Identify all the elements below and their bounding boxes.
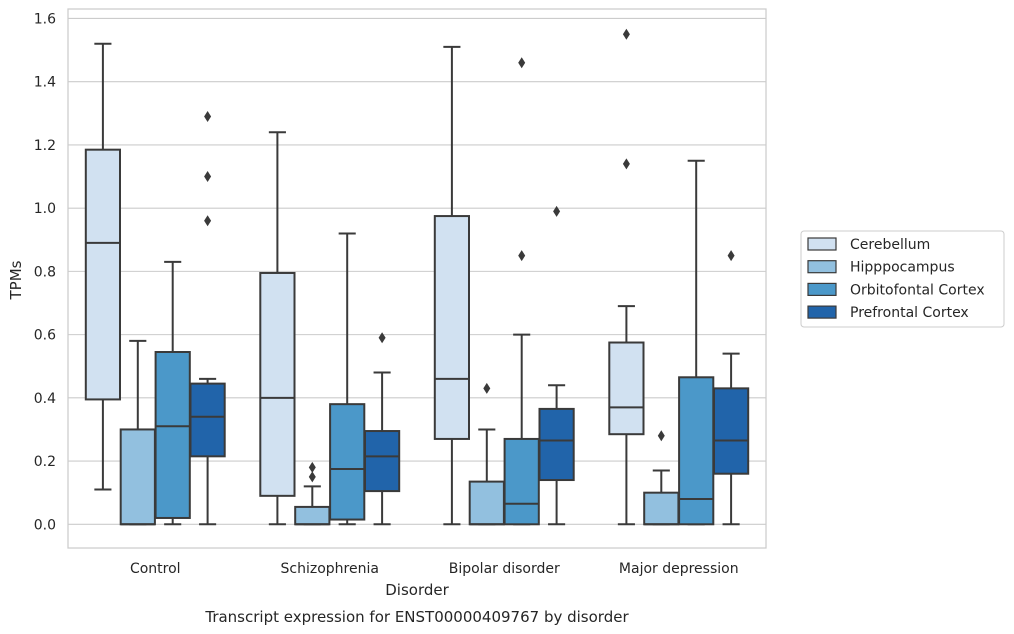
outlier-point — [308, 471, 316, 483]
y-tick-label: 0.0 — [34, 517, 56, 533]
box-0-1 — [119, 339, 156, 526]
legend-swatch — [807, 282, 837, 296]
legend-label: Orbitofontal Cortex — [850, 282, 985, 298]
x-tick-label: Major depression — [619, 561, 739, 577]
y-tick-label: 0.6 — [34, 328, 56, 344]
box-body — [294, 505, 331, 526]
x-tick-label: Control — [130, 561, 181, 577]
outlier-point — [518, 250, 526, 262]
box-body — [538, 407, 575, 482]
box-body — [643, 491, 680, 526]
legend-label: Hipppocampus — [850, 260, 955, 276]
outlier-point — [378, 332, 386, 344]
outlier-point — [308, 461, 316, 473]
legend: Cerebellum Hipppocampus Orbitofontal Corte… — [800, 230, 1005, 328]
outlier-point — [657, 430, 665, 442]
box-1-3 — [363, 332, 401, 526]
box-2-0 — [433, 45, 471, 526]
outlier-point — [622, 158, 630, 170]
legend-label: Cerebellum — [850, 237, 930, 253]
y-tick-label: 0.4 — [34, 391, 56, 407]
legend-label: Prefrontal Cortex — [850, 305, 969, 321]
legend-swatch — [807, 260, 837, 274]
legend-swatch — [807, 237, 837, 251]
box-body — [608, 341, 645, 436]
outlier-point — [727, 250, 735, 262]
y-tick-label: 1.6 — [34, 11, 56, 27]
x-tick-label: Schizophrenia — [281, 561, 379, 577]
box-body — [259, 271, 296, 497]
box-1-0 — [259, 131, 296, 526]
box-body — [468, 480, 505, 526]
y-tick-label: 0.2 — [34, 454, 56, 470]
outlier-point — [204, 215, 212, 227]
box-body — [119, 428, 156, 526]
box-2-2 — [503, 57, 540, 526]
outlier-point — [622, 28, 630, 40]
box-body — [503, 437, 540, 526]
box-3-0 — [608, 28, 645, 526]
box-3-3 — [712, 250, 750, 526]
x-tick-label: Bipolar disorder — [449, 561, 560, 577]
outlier-point — [204, 110, 212, 122]
outlier-point — [204, 171, 212, 183]
box-body — [84, 148, 122, 401]
box-body — [189, 382, 226, 458]
y-tick-label: 1.4 — [34, 75, 56, 91]
outlier-point — [553, 205, 561, 217]
box-body — [678, 376, 715, 526]
outlier-point — [518, 57, 526, 69]
outlier-point — [483, 382, 491, 394]
box-3-2 — [678, 159, 715, 526]
box-body — [154, 351, 191, 519]
plot-frame — [67, 8, 767, 549]
x-axis-label: Disorder — [385, 581, 449, 599]
box-3-1 — [643, 430, 680, 526]
legend-frame — [800, 230, 1005, 328]
y-tick-label: 1.0 — [34, 201, 56, 217]
box-body — [363, 430, 401, 493]
box-1-1 — [294, 461, 331, 526]
box-0-0 — [84, 42, 122, 491]
box-0-3 — [189, 110, 226, 526]
y-tick-label: 0.8 — [34, 264, 56, 280]
box-body — [712, 387, 750, 475]
box-1-2 — [329, 232, 366, 526]
box-0-2 — [154, 260, 191, 526]
plot-area — [84, 28, 750, 526]
y-axis-ticks: 0.0 0.2 0.4 0.6 0.8 1.0 1.2 1.4 1.6 — [34, 11, 56, 533]
box-body — [433, 215, 471, 440]
y-tick-label: 1.2 — [34, 138, 56, 154]
y-axis-label: TPMs — [7, 260, 25, 300]
chart-caption: Transcript expression for ENST0000040976… — [204, 608, 629, 626]
legend-swatch — [807, 305, 837, 319]
box-2-3 — [538, 205, 575, 526]
x-axis-ticks: Control Schizophrenia Bipolar disorder Majo… — [130, 561, 739, 577]
box-body — [329, 403, 366, 521]
box-2-1 — [468, 382, 505, 526]
